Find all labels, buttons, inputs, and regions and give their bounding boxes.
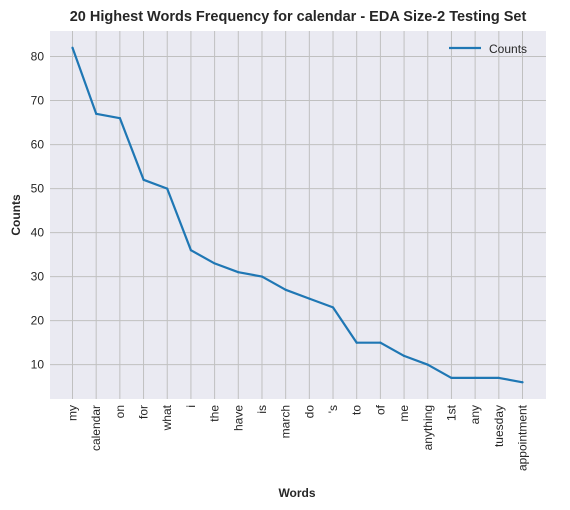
data-point bbox=[497, 376, 500, 379]
data-point bbox=[237, 271, 240, 274]
x-tick-label: to bbox=[350, 405, 364, 415]
data-point bbox=[379, 341, 382, 344]
series-line-counts bbox=[71, 47, 523, 384]
y-tick-labels: 10 20 30 40 50 60 70 80 bbox=[31, 50, 45, 372]
x-tick-label: the bbox=[208, 405, 222, 422]
y-tick-label: 70 bbox=[31, 94, 45, 108]
data-point bbox=[260, 275, 264, 278]
data-point bbox=[426, 363, 429, 366]
x-tick-label: for bbox=[137, 405, 151, 419]
data-point bbox=[71, 46, 74, 49]
y-tick-label: 80 bbox=[31, 50, 45, 64]
data-point bbox=[308, 297, 311, 300]
data-point bbox=[95, 112, 98, 115]
chart-title: 20 Highest Words Frequency for calendar … bbox=[70, 9, 527, 25]
x-tick-label: 's bbox=[326, 405, 340, 413]
data-point bbox=[331, 306, 335, 309]
x-tick-label: any bbox=[468, 405, 482, 424]
data-point bbox=[118, 117, 121, 120]
y-tick-label: 60 bbox=[31, 138, 45, 152]
y-tick-label: 40 bbox=[31, 226, 45, 240]
x-tick-label: what bbox=[160, 404, 174, 431]
y-axis-label: Counts bbox=[9, 194, 23, 236]
y-tick-label: 50 bbox=[31, 182, 45, 196]
y-tick-label: 20 bbox=[31, 314, 45, 328]
data-point bbox=[521, 381, 524, 384]
x-tick-label: my bbox=[66, 405, 80, 421]
vertical-gridlines bbox=[72, 31, 523, 399]
x-tick-label: 1st bbox=[444, 404, 458, 421]
x-axis-label: Words bbox=[278, 486, 315, 500]
x-tick-label: is bbox=[255, 405, 269, 414]
x-tick-label: on bbox=[113, 405, 127, 418]
data-point bbox=[213, 262, 216, 265]
data-point bbox=[355, 341, 358, 344]
x-tick-label: appointment bbox=[516, 404, 530, 471]
data-point bbox=[474, 376, 477, 379]
y-tick-label: 30 bbox=[31, 270, 45, 284]
x-tick-label: tuesday bbox=[492, 405, 506, 447]
data-point bbox=[142, 178, 145, 181]
x-tick-label: anything bbox=[421, 405, 435, 450]
x-tick-label: i bbox=[184, 405, 198, 408]
x-tick-label: of bbox=[373, 404, 387, 415]
plot-area bbox=[50, 31, 546, 399]
data-point bbox=[402, 354, 406, 357]
x-tick-label: have bbox=[231, 405, 245, 431]
horizontal-gridlines bbox=[50, 56, 546, 366]
x-tick-label: do bbox=[302, 405, 316, 419]
legend: Counts bbox=[449, 42, 527, 56]
x-tick-labels: my calendar on for what i the have is march do 's to… bbox=[66, 404, 530, 471]
data-point bbox=[450, 376, 453, 379]
data-points bbox=[71, 46, 524, 384]
data-point bbox=[189, 249, 193, 252]
legend-label-counts: Counts bbox=[489, 42, 527, 56]
x-tick-label: me bbox=[397, 405, 411, 422]
x-tick-label: march bbox=[279, 405, 293, 438]
x-tick-label: calendar bbox=[89, 405, 103, 451]
y-tick-label: 10 bbox=[31, 358, 45, 372]
data-point bbox=[166, 187, 169, 190]
data-point bbox=[284, 288, 287, 291]
